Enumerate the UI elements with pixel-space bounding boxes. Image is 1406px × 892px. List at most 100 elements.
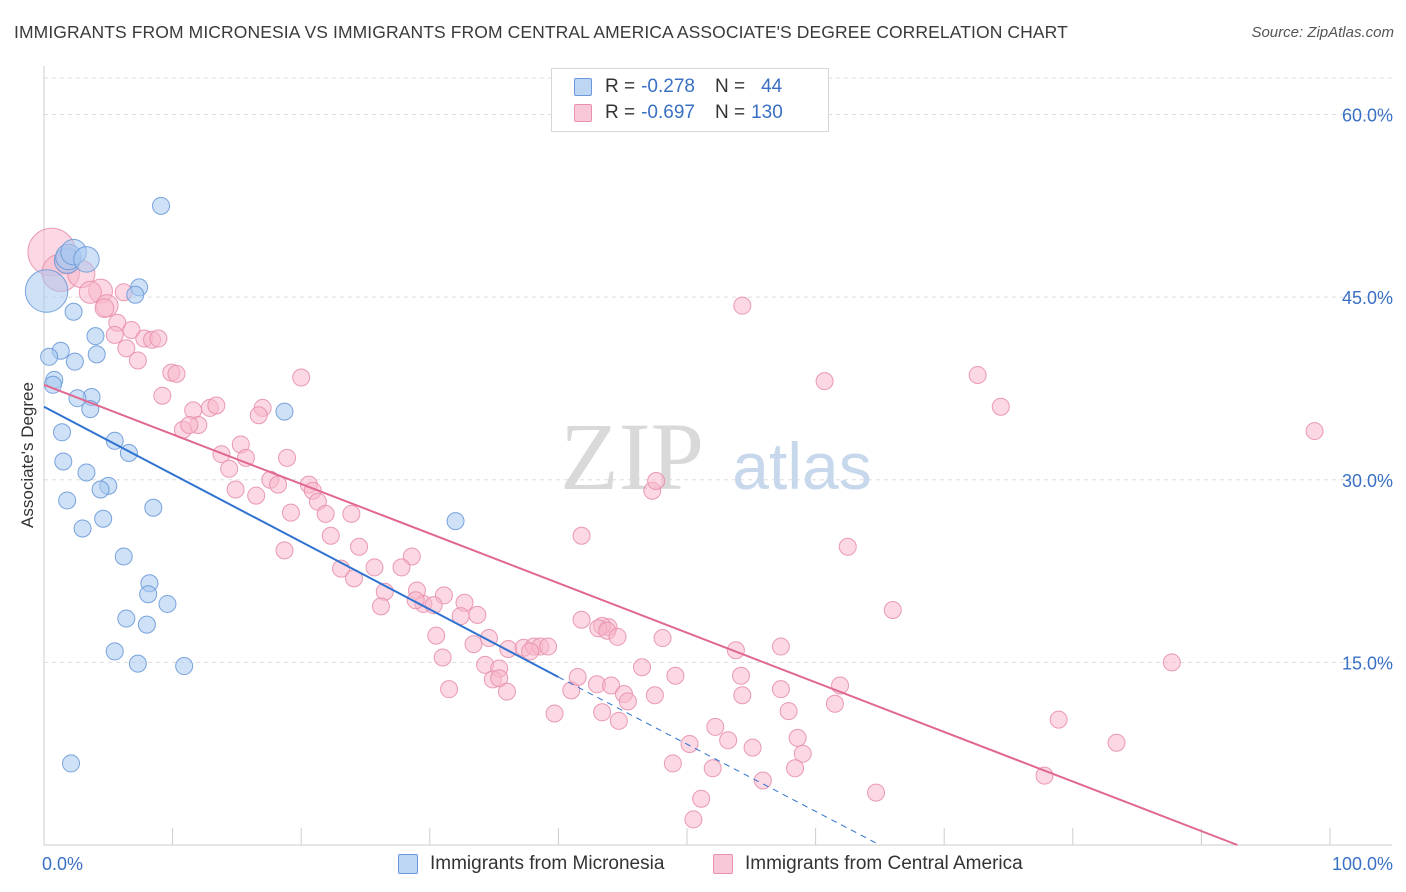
bottom-legend-micronesia: Immigrants from Micronesia [398,852,664,876]
y-tick-label: 30.0% [1342,471,1393,491]
point-central-america [684,810,703,829]
point-central-america [402,547,421,566]
point-central-america [793,744,812,763]
point-central-america [392,558,411,577]
point-central-america [521,642,540,661]
point-central-america [247,486,266,505]
point-central-america [838,537,857,556]
legend-r-label: R = [605,76,636,97]
point-central-america [350,537,369,556]
point-central-america [1162,653,1181,672]
point-central-america [464,635,483,654]
point-central-america [371,597,390,616]
legend-r-label: R = [605,102,636,123]
source-label: Source: ZipAtlas.com [1251,24,1394,41]
point-central-america [497,682,516,701]
point-central-america [593,703,612,722]
point-central-america [663,754,682,773]
legend-row-micronesia: R = -0.278 N = 44 [574,74,782,100]
point-micronesia [65,352,84,371]
point-central-america [653,629,672,648]
bottom-legend-label: Immigrants from Micronesia [430,853,665,874]
point-central-america [726,641,745,660]
point-central-america [771,680,790,699]
point-central-america [572,526,591,545]
point-central-america [269,475,288,494]
point-micronesia [53,423,72,442]
watermark-atlas: atlas [732,429,871,503]
point-central-america [440,680,459,699]
point-central-america [867,783,886,802]
point-micronesia [137,615,156,634]
point-central-america [602,676,621,695]
point-central-america [825,694,844,713]
point-central-america [991,397,1010,416]
point-central-america [572,610,591,629]
point-central-america [1305,422,1324,441]
point-central-america [427,626,446,645]
point-central-america [292,368,311,387]
point-central-america [786,759,805,778]
gridlines [44,77,1392,663]
legend-n-label: N = [714,76,746,97]
point-central-america [719,731,738,750]
point-central-america [1107,733,1126,752]
point-micronesia [87,345,106,364]
point-central-america [236,448,255,467]
point-micronesia [73,519,92,538]
point-micronesia [128,654,147,673]
point-central-america [968,366,987,385]
y-tick-label: 45.0% [1342,288,1393,308]
legend-swatch-pink [574,104,592,122]
point-central-america [316,504,335,523]
point-micronesia [144,498,163,517]
point-central-america [207,396,226,415]
trend-line-micronesia [43,405,559,678]
point-central-america [153,386,172,405]
point-central-america [618,692,637,711]
bottom-legend-central-america: Immigrants from Central America [713,852,1023,876]
point-micronesia [77,463,96,482]
point-micronesia [62,754,81,773]
legend-row-central-america: R = -0.697 N = 130 [574,100,783,126]
y-tick-label: 15.0% [1342,653,1393,673]
point-micronesia [91,480,110,499]
point-micronesia [105,642,124,661]
point-central-america [117,339,136,358]
point-micronesia [54,452,73,471]
chart-title: IMMIGRANTS FROM MICRONESIA VS IMMIGRANTS… [14,22,1068,42]
legend-r-value: -0.697 [641,102,695,123]
data-points [24,196,1324,829]
point-central-america [94,298,115,318]
axes [43,66,1392,846]
point-micronesia [446,512,465,531]
point-central-america [703,759,722,778]
bottom-legend-swatch-pink [713,854,733,874]
point-central-america [568,667,587,686]
point-central-america [883,601,902,620]
tick-labels: 15.0% 30.0% 45.0% 60.0% 0.0% 100.0% [42,106,1393,874]
point-central-america [275,541,294,560]
point-central-america [666,666,685,685]
y-tick-label: 60.0% [1342,106,1393,126]
point-central-america [220,459,239,478]
bottom-legend-label: Immigrants from Central America [745,853,1023,874]
trend-line-central-america [43,383,1238,846]
point-micronesia [24,269,69,313]
point-central-america [779,702,798,721]
point-central-america [365,558,384,577]
point-micronesia [126,285,145,304]
point-micronesia [158,594,177,613]
point-central-america [815,372,834,391]
legend-n-value: 130 [751,102,783,123]
point-micronesia [58,491,77,510]
point-central-america [249,406,268,425]
point-central-america [281,503,300,522]
point-central-america [167,364,186,383]
legend-n-label: N = [714,102,746,123]
trend-lines [43,383,1238,846]
point-central-america [632,658,651,677]
point-central-america [645,686,664,705]
point-central-america [743,738,762,757]
point-central-america [321,526,340,545]
